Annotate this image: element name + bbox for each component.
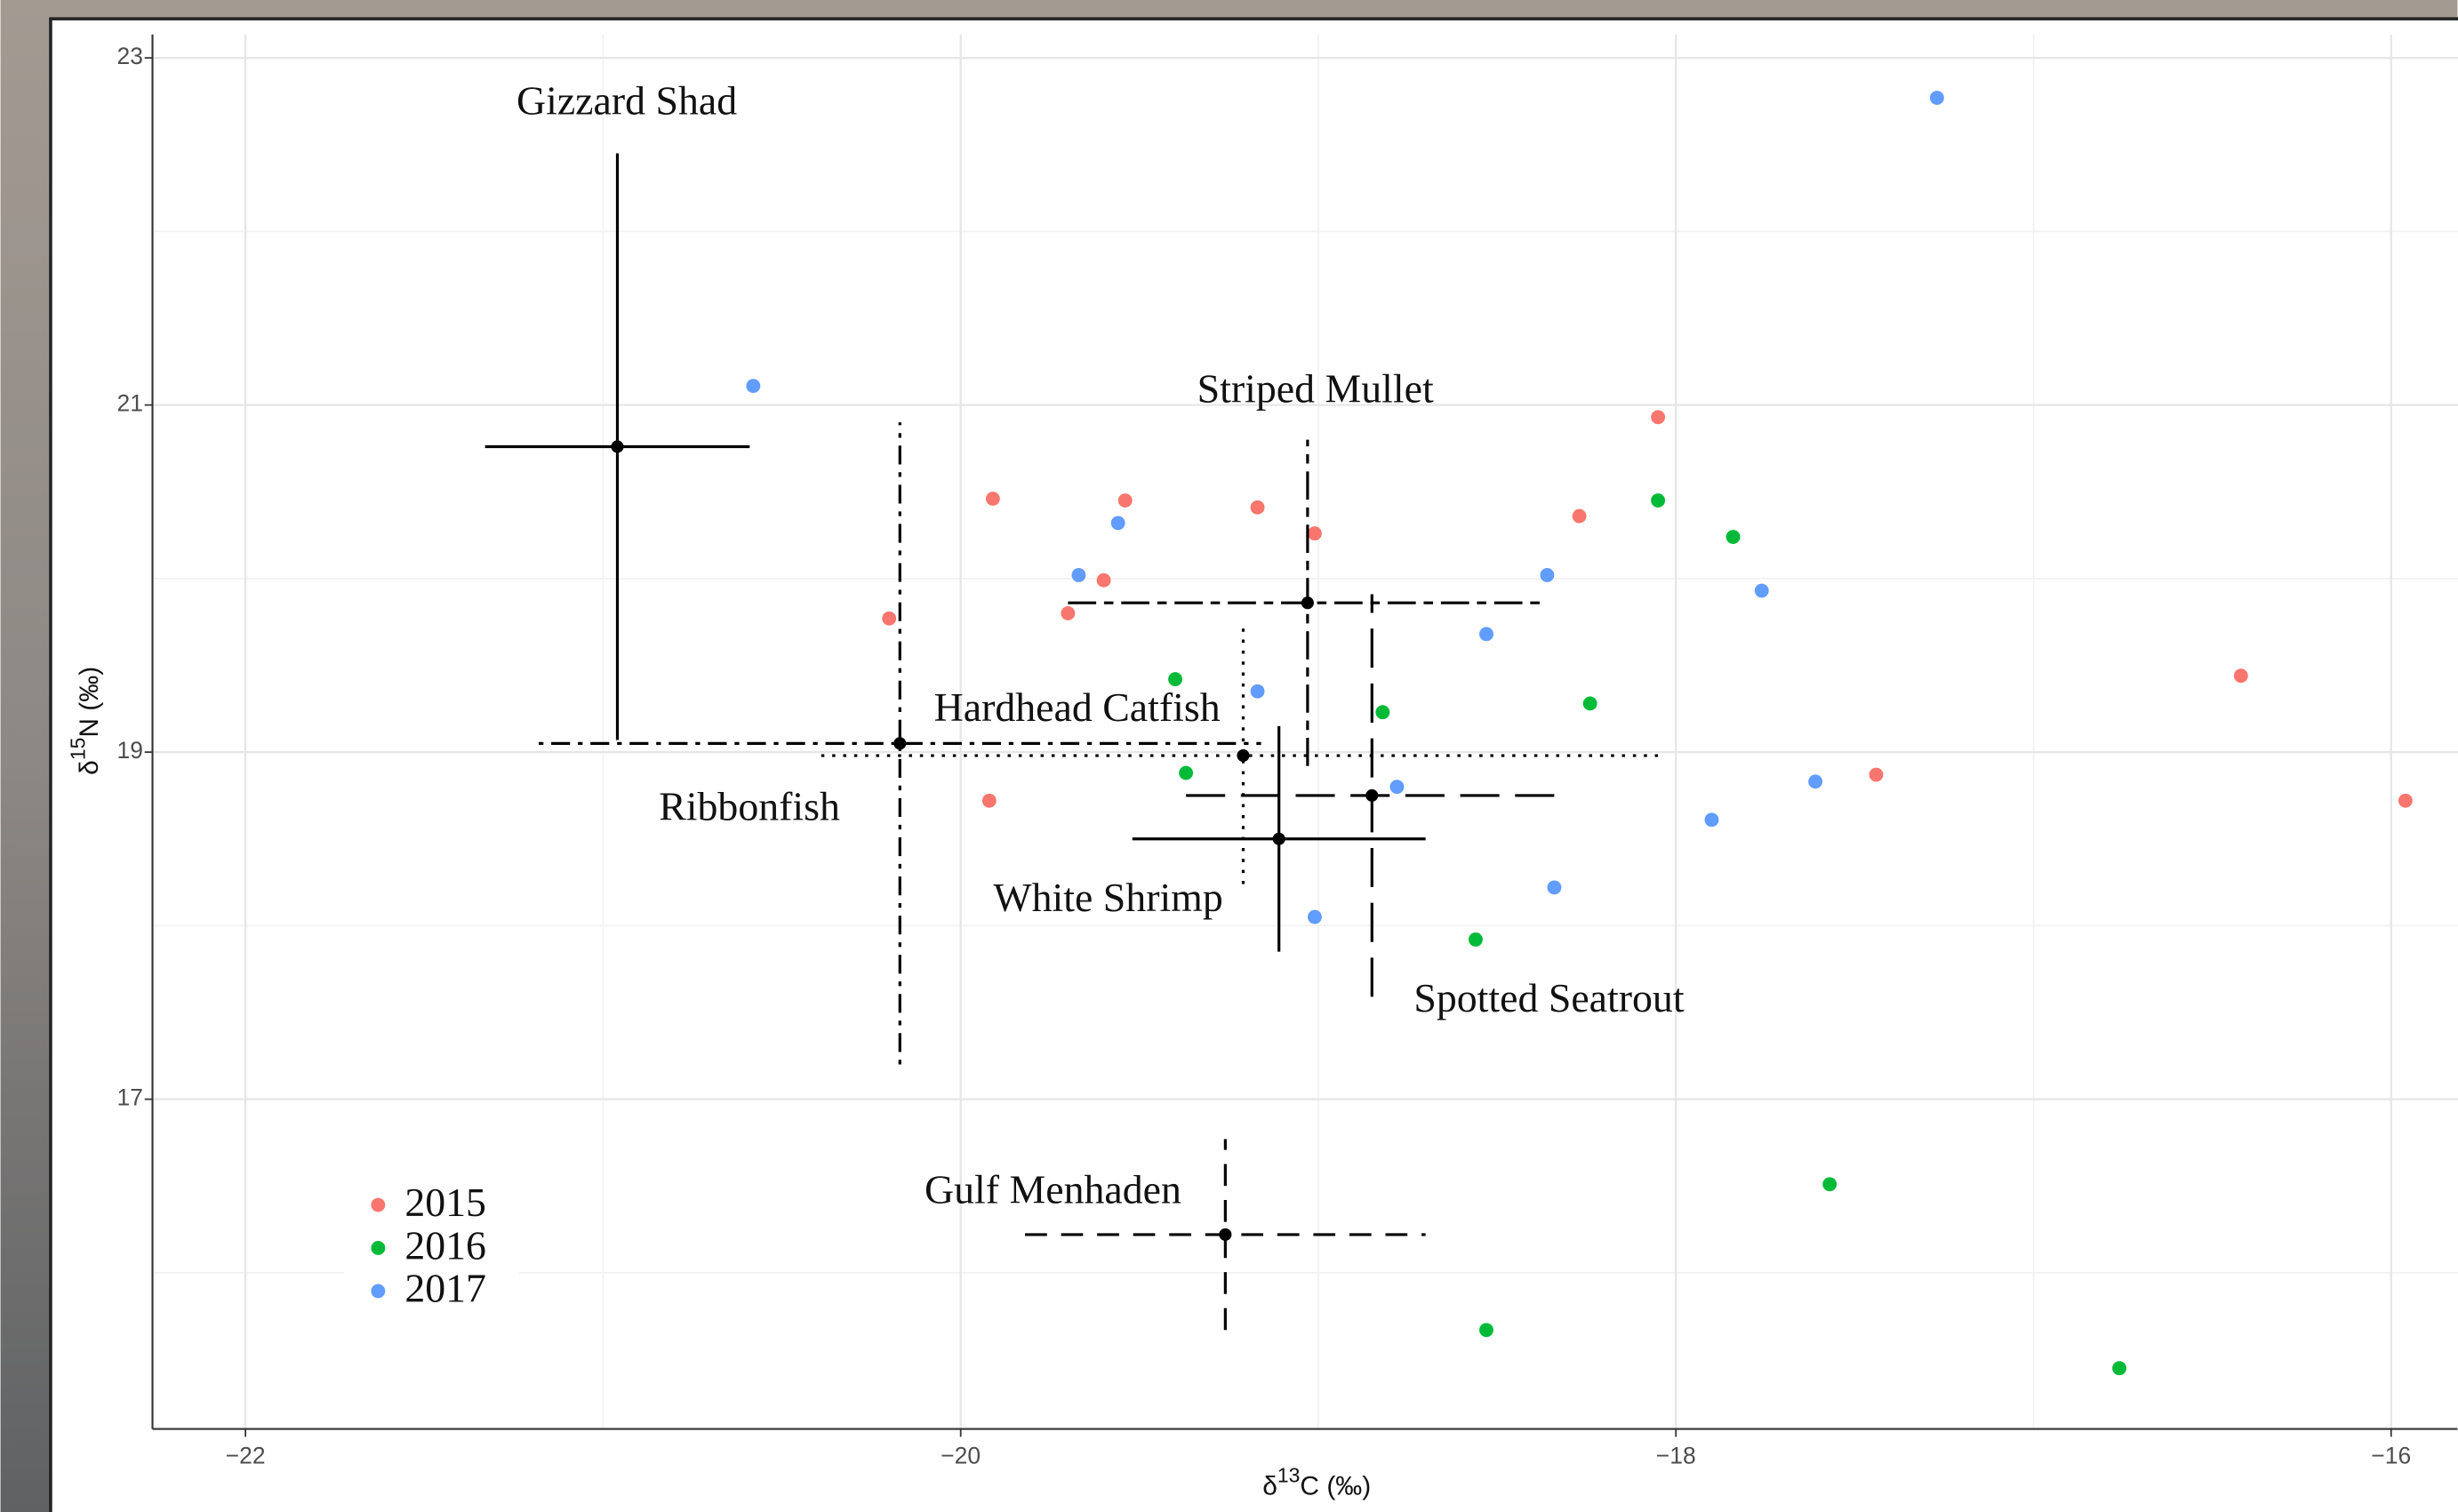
data-point bbox=[1548, 880, 1562, 894]
species-label: Gizzard Shad bbox=[516, 78, 737, 124]
data-point bbox=[1651, 493, 1665, 508]
data-point bbox=[1822, 1177, 1837, 1191]
species-label: White Shrimp bbox=[993, 875, 1222, 920]
data-point bbox=[1251, 684, 1265, 699]
species-mean bbox=[1237, 749, 1249, 762]
species-label: Hardhead Catfish bbox=[934, 684, 1221, 730]
y-label-sup: 15 bbox=[67, 738, 90, 760]
data-point bbox=[1251, 500, 1265, 515]
data-point bbox=[1097, 573, 1111, 588]
y-label-symbol: δ bbox=[75, 760, 104, 775]
data-point bbox=[1651, 410, 1665, 424]
data-point bbox=[1111, 516, 1125, 530]
data-point bbox=[1583, 697, 1597, 711]
data-point bbox=[882, 612, 896, 626]
species-label: Spotted Seatrout bbox=[1413, 975, 1684, 1020]
y-tick-label: 17 bbox=[117, 1084, 143, 1111]
species-label: Gulf Menhaden bbox=[925, 1167, 1181, 1212]
y-tick-label: 19 bbox=[117, 737, 143, 764]
x-tick-label: −18 bbox=[1656, 1442, 1696, 1468]
data-point bbox=[1870, 768, 1884, 782]
data-point bbox=[1390, 780, 1405, 794]
data-point bbox=[1061, 606, 1075, 620]
y-tick-label: 21 bbox=[117, 390, 143, 417]
chart: δ13C (‰) δ15N (‰) −22−20−18−1617192123Gi… bbox=[0, 0, 2458, 1512]
x-tick-label: −16 bbox=[2371, 1442, 2411, 1468]
data-point bbox=[982, 794, 997, 808]
data-point bbox=[1726, 530, 1741, 544]
data-point bbox=[1071, 568, 1085, 582]
legend-marker bbox=[371, 1241, 385, 1255]
species-mean bbox=[893, 737, 906, 749]
data-point bbox=[986, 492, 1000, 506]
data-point bbox=[1573, 509, 1587, 524]
data-point bbox=[1179, 766, 1193, 780]
data-point bbox=[2234, 668, 2248, 683]
data-point bbox=[1705, 812, 1719, 827]
legend-marker bbox=[371, 1284, 385, 1299]
x-label-symbol: δ bbox=[1262, 1472, 1277, 1501]
data-point bbox=[1308, 910, 1322, 924]
x-label-sup: 13 bbox=[1277, 1464, 1300, 1487]
data-point bbox=[1118, 493, 1133, 508]
x-tick-label: −22 bbox=[226, 1442, 266, 1468]
data-point bbox=[1479, 1323, 1493, 1337]
species-mean bbox=[611, 440, 623, 452]
data-point bbox=[1469, 932, 1483, 947]
legend-label: 2017 bbox=[404, 1266, 486, 1311]
species-mean bbox=[1365, 789, 1378, 802]
x-tick-label: −20 bbox=[941, 1442, 981, 1468]
data-point bbox=[2398, 794, 2413, 808]
data-point bbox=[1540, 568, 1554, 582]
species-mean bbox=[1219, 1228, 1231, 1241]
legend-label: 2016 bbox=[404, 1222, 486, 1268]
species-mean bbox=[1301, 596, 1314, 609]
data-point bbox=[1308, 526, 1322, 540]
data-point bbox=[1375, 705, 1389, 719]
data-point bbox=[1755, 584, 1769, 598]
legend-marker bbox=[371, 1198, 385, 1212]
page: {"chart_data": { "type": "scatter", "xla… bbox=[0, 0, 2458, 1512]
species-label: Ribbonfish bbox=[659, 784, 840, 829]
species-label: Striped Mullet bbox=[1197, 366, 1434, 412]
species-mean bbox=[1273, 833, 1285, 845]
x-label-unit: C (‰) bbox=[1300, 1472, 1371, 1501]
y-tick-label: 23 bbox=[117, 43, 143, 69]
data-point bbox=[2112, 1361, 2126, 1375]
data-point bbox=[746, 379, 760, 393]
data-point bbox=[1930, 91, 1944, 105]
y-label-unit: N (‰) bbox=[75, 667, 104, 738]
legend-label: 2015 bbox=[404, 1180, 486, 1225]
data-point bbox=[1808, 774, 1822, 788]
data-point bbox=[1479, 627, 1493, 641]
